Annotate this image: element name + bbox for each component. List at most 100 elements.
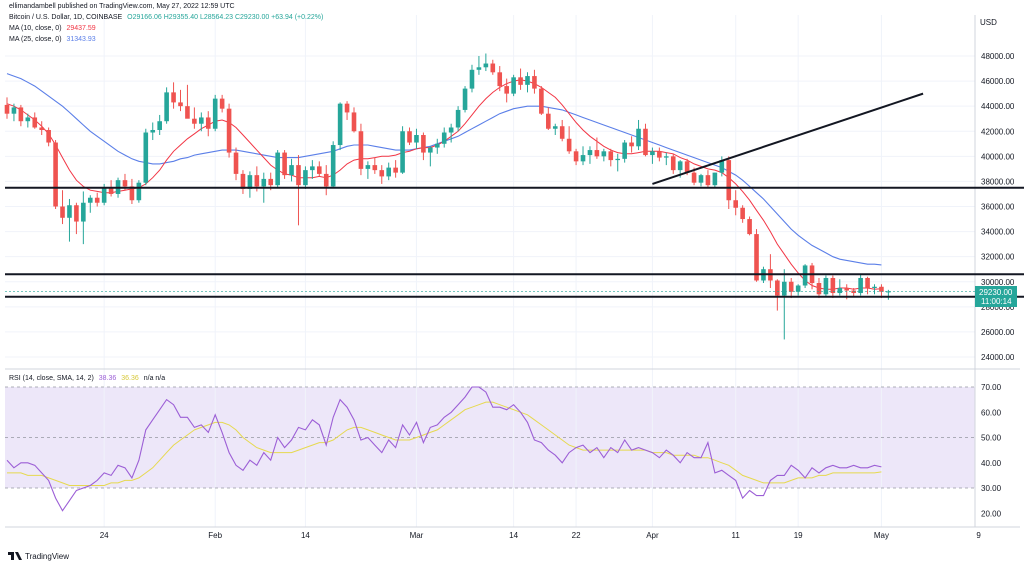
candle: [87, 195, 93, 213]
candle: [143, 128, 149, 186]
candle: [150, 122, 156, 141]
candle-body: [865, 277, 870, 289]
candle-body: [691, 172, 697, 183]
candle: [60, 190, 65, 225]
rsi-value: 38.36: [98, 375, 117, 382]
candle-body: [289, 165, 294, 176]
rsi-sma-line: [7, 401, 882, 486]
candle-body: [775, 280, 780, 296]
candle: [573, 148, 579, 166]
candle: [608, 148, 614, 167]
candle: [622, 140, 627, 163]
candle: [4, 97, 10, 119]
candle-body: [365, 165, 371, 169]
symbol-legend[interactable]: Bitcoin / U.S. Dollar, 1D, COINBASE O291…: [9, 14, 326, 21]
rsi-line: [6, 386, 882, 512]
candle-body: [726, 160, 732, 201]
price-tick-label: 44000.00: [981, 102, 1015, 111]
candle: [657, 147, 662, 162]
candle-body: [886, 291, 891, 293]
candle: [601, 148, 607, 162]
rsi-legend[interactable]: RSI (14, close, SMA, 14, 2) 38.36 36.36 …: [9, 375, 168, 382]
rsi-tick-label: 30.00: [981, 484, 1002, 493]
candle-body: [525, 76, 530, 85]
candle: [733, 190, 738, 216]
candle: [67, 198, 72, 242]
currency-label: USD: [980, 18, 997, 27]
candle: [781, 269, 787, 340]
time-tick-label: 19: [794, 531, 803, 540]
candle-body: [379, 170, 385, 177]
ma25-legend[interactable]: MA (25, close, 0) 31343.93: [9, 36, 99, 43]
candle-body: [4, 104, 10, 114]
candle: [469, 64, 475, 93]
candle-body: [518, 77, 523, 85]
candle: [455, 106, 461, 132]
candle-body: [497, 72, 503, 87]
price-tick-label: 34000.00: [981, 228, 1015, 237]
candle: [296, 155, 301, 226]
candle: [192, 107, 197, 129]
candle: [795, 284, 801, 296]
candle: [310, 160, 315, 179]
rsi-tick-label: 60.00: [981, 408, 1002, 417]
candle: [629, 136, 634, 153]
ma25-label: MA (25, close, 0): [9, 36, 62, 43]
candle-body: [212, 98, 218, 129]
candle-body: [143, 132, 149, 183]
candle-body: [74, 205, 79, 222]
price-badge-background: [975, 286, 1017, 307]
candle-body: [511, 77, 516, 94]
tradingview-brand: TradingView: [25, 552, 69, 561]
time-tick-label: 9: [976, 531, 981, 540]
rsi-tick-label: 20.00: [981, 509, 1002, 518]
candle: [351, 107, 357, 133]
candle: [754, 229, 759, 282]
candle-body: [233, 152, 239, 174]
rsi-na: n/a n/a: [143, 375, 166, 382]
time-tick-label: Apr: [646, 531, 659, 540]
candle: [511, 74, 516, 97]
candle-body: [386, 167, 391, 177]
candle-body: [101, 187, 107, 203]
price-tick-label: 24000.00: [981, 353, 1015, 362]
candle-body: [705, 175, 711, 186]
candle-body: [448, 127, 454, 133]
price-tick-label: 36000.00: [981, 203, 1015, 212]
candle-body: [483, 63, 489, 68]
candle: [393, 160, 398, 178]
candle: [240, 170, 246, 194]
candle: [282, 150, 287, 179]
candle: [872, 284, 877, 295]
rsi-tick-label: 40.00: [981, 459, 1002, 468]
candle-body: [636, 128, 641, 147]
candle-body: [712, 172, 718, 186]
price-tick-label: 30000.00: [981, 278, 1015, 287]
candle: [53, 140, 58, 210]
ohlc-values: O29166.06 H29355.40 L28564.23 C29230.00 …: [127, 14, 324, 21]
candle: [788, 277, 794, 299]
candle: [719, 156, 725, 177]
candle-body: [87, 197, 93, 203]
candle: [830, 275, 836, 299]
candle: [414, 128, 419, 149]
candle-body: [587, 150, 593, 156]
candle: [504, 78, 509, 103]
candle-body: [407, 131, 412, 143]
candle-body: [546, 113, 551, 129]
price-tick-label: 42000.00: [981, 127, 1015, 136]
candle: [476, 56, 482, 75]
candle-body: [53, 142, 58, 207]
time-tick-label: Feb: [208, 531, 222, 540]
candle: [434, 138, 440, 154]
ma10-legend[interactable]: MA (10, close, 0) 29437.59: [9, 25, 99, 32]
candle: [289, 158, 294, 182]
candle-body: [733, 200, 738, 208]
candle-body: [282, 152, 287, 176]
candle-body: [573, 151, 579, 162]
grid: [5, 15, 975, 527]
price-tick-label: 28000.00: [981, 303, 1015, 312]
candle-body: [872, 286, 877, 289]
rsi-sma-value: 36.36: [121, 375, 139, 382]
